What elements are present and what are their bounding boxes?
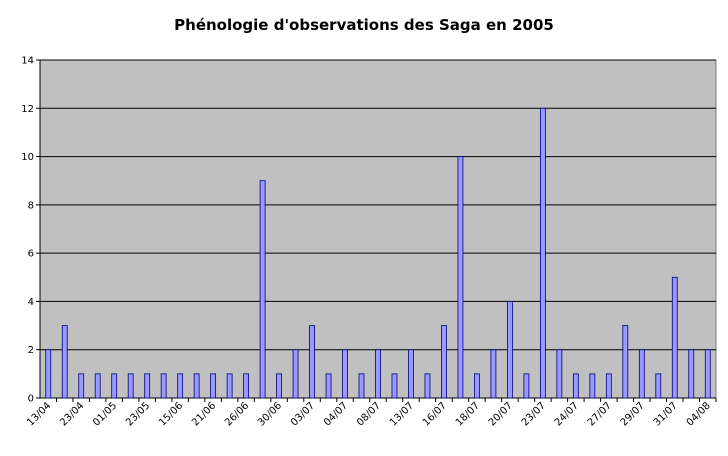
bar — [276, 373, 282, 399]
bar — [474, 373, 480, 399]
bar — [424, 373, 431, 399]
bar — [177, 373, 184, 399]
bar — [127, 373, 134, 399]
bar — [507, 301, 513, 399]
bar — [523, 373, 530, 399]
bar — [61, 325, 68, 399]
chart-title: Phénologie d'observations des Saga en 20… — [174, 16, 554, 34]
bar — [325, 373, 332, 399]
bar — [259, 180, 266, 399]
bar — [605, 373, 612, 399]
bar — [94, 373, 101, 399]
bar — [193, 373, 200, 399]
bar — [375, 349, 381, 399]
bar — [309, 325, 315, 399]
plot-area — [39, 59, 717, 399]
y-tick-label: 2 — [28, 345, 34, 356]
y-tick-label: 14 — [21, 56, 34, 67]
bar — [556, 349, 563, 399]
bar — [655, 373, 662, 399]
bar — [78, 373, 85, 399]
y-tick-label: 0 — [28, 394, 34, 405]
bar — [622, 325, 629, 399]
bar — [688, 349, 695, 399]
bar — [589, 373, 596, 399]
bar — [490, 349, 497, 399]
y-tick-label: 4 — [28, 297, 34, 308]
bar — [671, 276, 678, 399]
bar — [358, 373, 365, 399]
bar — [704, 349, 711, 399]
bar — [111, 373, 118, 399]
bar — [45, 349, 52, 399]
bar — [292, 349, 299, 399]
bar — [441, 325, 447, 399]
y-tick-label: 8 — [28, 200, 34, 211]
bar — [243, 373, 249, 399]
bar — [160, 373, 167, 399]
y-tick-label: 12 — [21, 104, 34, 115]
bar — [144, 373, 151, 399]
bar — [408, 349, 414, 399]
bar — [638, 349, 645, 399]
bar — [210, 373, 217, 399]
bar — [457, 156, 464, 399]
bar — [226, 373, 233, 399]
y-tick-label: 10 — [21, 152, 34, 163]
bar — [539, 107, 546, 399]
y-tick-label: 6 — [28, 249, 34, 260]
bar — [572, 373, 579, 399]
bar — [342, 349, 348, 399]
bar — [391, 373, 398, 399]
